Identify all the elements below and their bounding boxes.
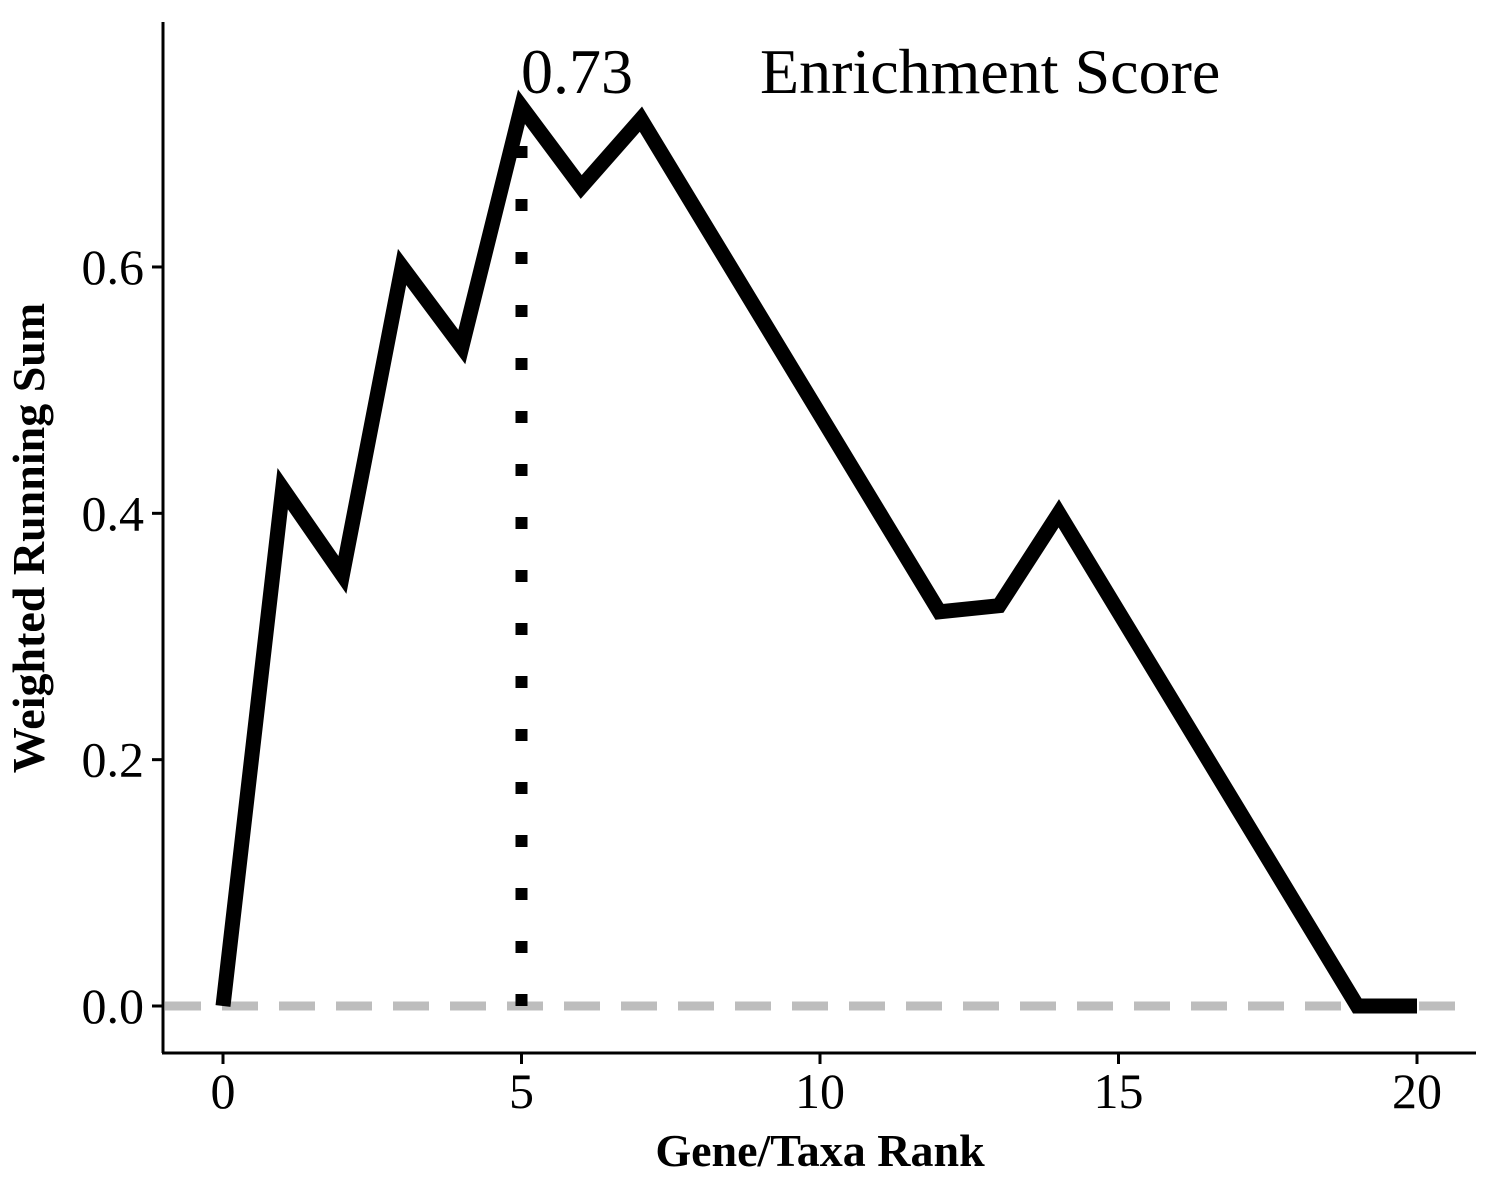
x-tick-label: 15 xyxy=(1094,1063,1144,1119)
ticks: 0 5 10 15 20 0.0 0.2 0.4 0.6 xyxy=(82,239,1443,1119)
y-tick-label: 0.6 xyxy=(82,239,145,295)
peak-value-label: 0.73 xyxy=(521,36,633,107)
x-tick-label: 5 xyxy=(509,1063,534,1119)
y-tick-label: 0.4 xyxy=(82,485,145,541)
x-tick-label: 20 xyxy=(1392,1063,1442,1119)
x-axis-title: Gene/Taxa Rank xyxy=(655,1125,985,1176)
x-tick-label: 0 xyxy=(211,1063,236,1119)
enrichment-score-label: Enrichment Score xyxy=(760,36,1220,107)
labels: Gene/Taxa Rank Weighted Running Sum 0.73… xyxy=(3,36,1220,1176)
reference-lines xyxy=(165,138,1476,1011)
running-sum-line xyxy=(215,89,1417,1014)
x-tick-label: 10 xyxy=(795,1063,845,1119)
series-layer xyxy=(215,89,1417,1014)
axes xyxy=(161,22,1476,1055)
y-tick-label: 0.2 xyxy=(82,732,145,788)
y-axis-title: Weighted Running Sum xyxy=(3,303,54,773)
y-tick-label: 0.0 xyxy=(82,978,145,1034)
